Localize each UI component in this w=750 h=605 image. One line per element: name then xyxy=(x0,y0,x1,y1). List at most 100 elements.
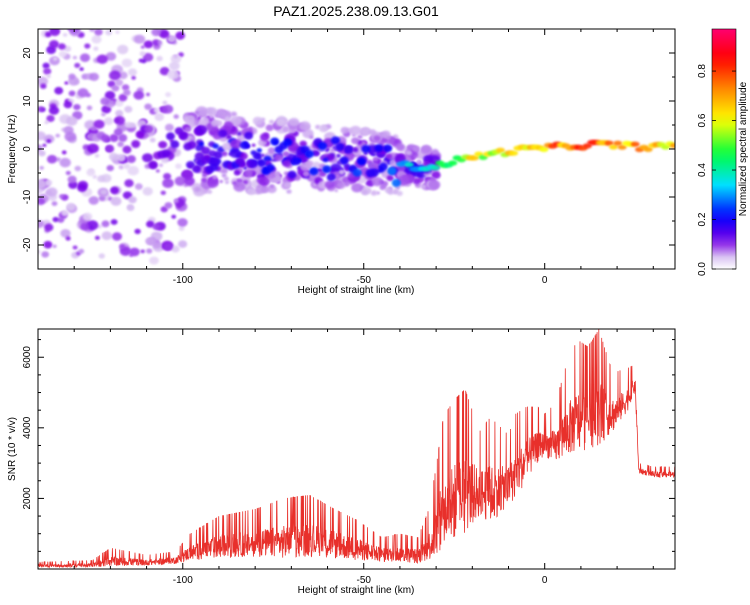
y-tick-label: -20 xyxy=(22,237,33,252)
spectrogram-cell xyxy=(104,90,116,100)
spectrogram-cell xyxy=(139,51,146,57)
spectrogram-cell xyxy=(149,137,156,143)
spectrogram-cell xyxy=(159,30,170,39)
spectrogram-cell xyxy=(119,244,126,249)
spectrogram-cell xyxy=(110,196,122,206)
spectrogram-cell xyxy=(173,114,179,119)
spectrogram-ridge-cell xyxy=(283,138,293,147)
spectrogram-cell xyxy=(73,104,81,111)
spectrogram-cell xyxy=(174,176,186,186)
spectrogram-cell xyxy=(98,253,106,259)
spectrogram-cell xyxy=(152,39,160,46)
spectrogram-ridge-cell xyxy=(370,168,380,177)
spectrogram-cell xyxy=(386,136,391,140)
spectrogram-cell xyxy=(265,124,274,132)
spectrogram-cell xyxy=(129,247,140,257)
spectrogram-ridge-cell xyxy=(335,142,345,151)
spectrogram-cell xyxy=(276,118,286,126)
spectrogram-cell xyxy=(219,180,223,183)
spectrogram-cell xyxy=(212,143,219,149)
spectrogram-cell xyxy=(134,228,141,235)
spectrogram-cell xyxy=(94,235,100,240)
spectrogram-cell xyxy=(269,119,275,124)
spectrogram-cell xyxy=(74,165,82,172)
spectrogram-cell xyxy=(257,184,261,188)
spectrogram-cell xyxy=(226,134,232,140)
spectrogram-cell xyxy=(38,250,41,254)
spectrogram-cell xyxy=(299,121,311,131)
spectrogram-cell xyxy=(68,90,76,97)
spectrogram-cell xyxy=(79,53,91,62)
spectrogram-ridge-cell xyxy=(604,140,614,146)
spectrogram-cell xyxy=(274,153,284,162)
spectrogram-cell xyxy=(384,187,392,194)
spectrogram-cell xyxy=(282,151,290,157)
spectrogram-ridge-cell xyxy=(148,161,158,170)
snr-line xyxy=(38,329,675,569)
spectrogram-cell xyxy=(38,220,44,228)
snr-y-label: SNR (10 * v/v) xyxy=(7,417,18,481)
spectrogram-ridge-cell xyxy=(448,160,458,166)
spectrogram-cell xyxy=(39,166,44,170)
spectrogram-ridge-cell xyxy=(331,136,340,145)
spectrogram-cell xyxy=(157,40,163,45)
spectrogram-cell xyxy=(164,202,173,209)
spectrogram-ridge-cell xyxy=(630,141,640,147)
spectrogram-cell xyxy=(416,160,422,164)
spectrogram-cell xyxy=(61,209,69,217)
spectrogram-cell xyxy=(302,170,310,177)
spectrogram-cell xyxy=(284,182,291,188)
spectrogram-cell xyxy=(195,125,208,135)
spectrogram-cell xyxy=(371,176,383,187)
spectrogram-cell xyxy=(220,168,228,174)
spectrogram-cell xyxy=(44,223,54,232)
colorbar-bar xyxy=(711,28,737,270)
spectrogram-cell xyxy=(260,153,265,158)
spectrogram-cell xyxy=(128,196,137,204)
spectrogram-cell xyxy=(108,152,119,161)
spectrogram-cell xyxy=(267,147,276,154)
spectrogram-cell xyxy=(105,52,117,61)
spectrogram-cell xyxy=(82,212,93,221)
spectrogram-cell xyxy=(46,74,51,79)
spectrogram-cell xyxy=(59,157,71,168)
y-tick-label: 10 xyxy=(22,95,33,107)
spectrogram-cell xyxy=(351,137,360,145)
spectrogram-ridge-cell xyxy=(391,178,401,187)
spectrogram-cell xyxy=(206,107,218,116)
colorbar-tick-label: 0.0 xyxy=(697,262,708,276)
spectrogram-cell xyxy=(64,131,77,142)
spectrogram-ridge-cell xyxy=(404,162,414,168)
x-tick-label: -50 xyxy=(357,575,372,586)
spectrogram-cell xyxy=(237,132,242,136)
spectrogram-cell xyxy=(194,110,199,115)
spectrogram-cell xyxy=(188,164,193,168)
spectrogram-cell xyxy=(140,249,145,254)
spectrogram-ridge-cell xyxy=(118,134,128,142)
spectrogram-cell xyxy=(165,92,172,98)
spectrogram-cell xyxy=(370,190,378,196)
spectrogram-cell xyxy=(412,178,421,185)
spectrogram-cell xyxy=(305,160,314,168)
spectrogram-ridge-cell xyxy=(496,147,505,153)
spectrogram-ridge-cell xyxy=(218,129,228,138)
spectrogram-cell xyxy=(115,109,124,117)
spectrogram-cell xyxy=(38,197,46,206)
spectrogram-cell xyxy=(41,251,50,258)
spectrogram-ridge xyxy=(87,125,675,187)
spectrogram-cell xyxy=(260,185,270,193)
spectrogram-cell xyxy=(178,240,188,248)
spectrogram-cell xyxy=(124,179,134,188)
spectrogram-ridge-cell xyxy=(287,170,297,179)
spectrogram-cell xyxy=(251,143,256,147)
spectrogram-cell xyxy=(309,135,314,140)
spectrogram-cell xyxy=(88,196,99,205)
spectrogram-cell xyxy=(101,231,113,241)
spectrogram-cell xyxy=(104,117,114,126)
spectrogram-ridge-cell xyxy=(318,142,327,150)
spectrogram-ridge-cell xyxy=(304,150,314,159)
spectrogram-cell xyxy=(114,99,124,107)
spectrogram-cell xyxy=(184,126,192,133)
spectrogram-cell xyxy=(184,176,195,186)
spectrogram-cell xyxy=(340,126,349,134)
